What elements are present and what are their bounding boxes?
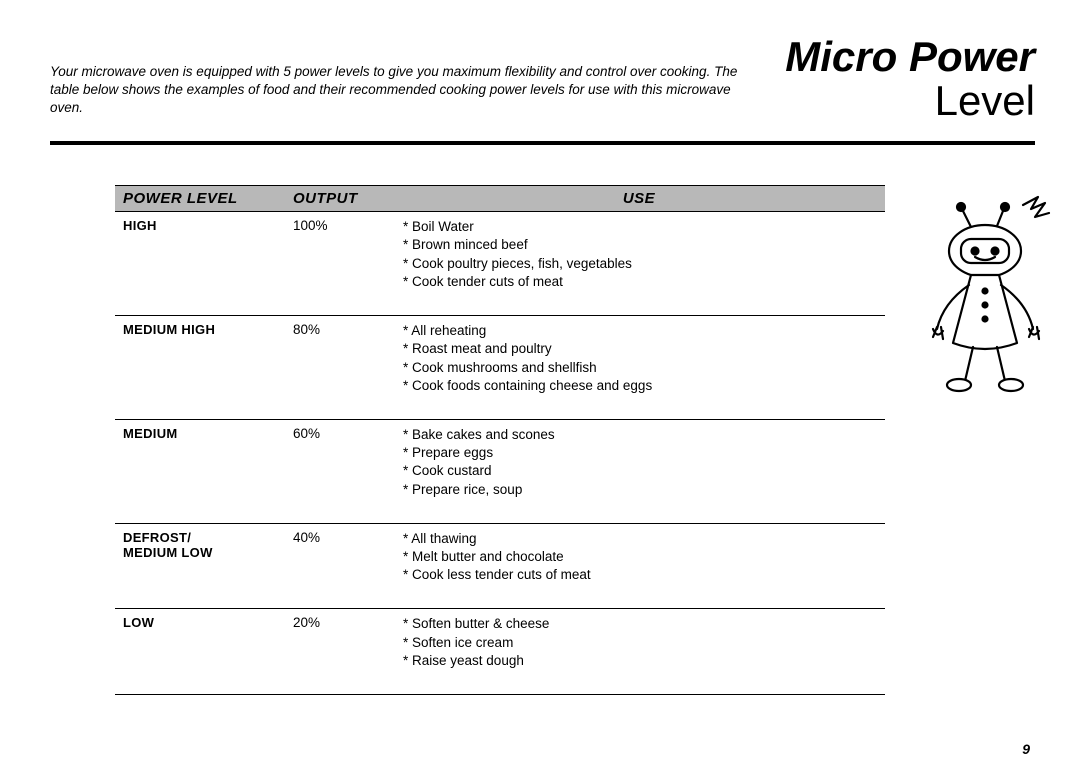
use-item: Melt butter and chocolate xyxy=(403,548,877,566)
use-item: Cook poultry pieces, fish, vegetables xyxy=(403,255,877,273)
table-body: HIGH100%Boil WaterBrown minced beefCook … xyxy=(115,212,885,695)
use-item: Cook tender cuts of meat xyxy=(403,273,877,291)
use-item: Prepare eggs xyxy=(403,444,877,462)
cell-output: 20% xyxy=(285,609,395,695)
col-header-output: OUTPUT xyxy=(285,186,395,212)
cell-power-level: MEDIUM xyxy=(115,419,285,523)
cell-output: 40% xyxy=(285,523,395,609)
cell-use: All thawingMelt butter and chocolateCook… xyxy=(395,523,885,609)
header-divider xyxy=(50,141,1035,145)
use-item: Cook foods containing cheese and eggs xyxy=(403,377,877,395)
table-row: HIGH100%Boil WaterBrown minced beefCook … xyxy=(115,212,885,316)
cell-use: Boil WaterBrown minced beefCook poultry … xyxy=(395,212,885,316)
power-level-name: MEDIUM xyxy=(123,426,277,441)
table-row: DEFROST/ MEDIUM LOW40%All thawingMelt bu… xyxy=(115,523,885,609)
cell-power-level: DEFROST/ MEDIUM LOW xyxy=(115,523,285,609)
use-item: All reheating xyxy=(403,322,877,340)
cell-power-level: MEDIUM HIGH xyxy=(115,316,285,420)
page-title: Micro Power Level xyxy=(785,35,1035,123)
use-item: Boil Water xyxy=(403,218,877,236)
use-item: Bake cakes and scones xyxy=(403,426,877,444)
use-item: Raise yeast dough xyxy=(403,652,877,670)
use-item: Roast meat and poultry xyxy=(403,340,877,358)
use-item: Cook custard xyxy=(403,462,877,480)
content-row: POWER LEVEL OUTPUT USE HIGH100%Boil Wate… xyxy=(50,185,1035,695)
use-item: Prepare rice, soup xyxy=(403,481,877,499)
use-item: Soften ice cream xyxy=(403,634,877,652)
cell-output: 80% xyxy=(285,316,395,420)
table-row: MEDIUM HIGH80%All reheatingRoast meat an… xyxy=(115,316,885,420)
page-number: 9 xyxy=(1022,741,1030,757)
col-header-use: USE xyxy=(395,186,885,212)
col-header-power-level: POWER LEVEL xyxy=(115,186,285,212)
use-item: Soften butter & cheese xyxy=(403,615,877,633)
cell-power-level: LOW xyxy=(115,609,285,695)
use-item: All thawing xyxy=(403,530,877,548)
cell-use: Bake cakes and sconesPrepare eggsCook cu… xyxy=(395,419,885,523)
power-level-table: POWER LEVEL OUTPUT USE HIGH100%Boil Wate… xyxy=(115,185,885,695)
intro-block: Your microwave oven is equipped with 5 p… xyxy=(50,35,760,118)
cell-use: Soften butter & cheeseSoften ice creamRa… xyxy=(395,609,885,695)
power-level-name: LOW xyxy=(123,615,277,630)
use-item: Cook less tender cuts of meat xyxy=(403,566,877,584)
mascot-icon xyxy=(903,185,1063,408)
power-level-name: DEFROST/ MEDIUM LOW xyxy=(123,530,277,560)
table-row: MEDIUM60%Bake cakes and sconesPrepare eg… xyxy=(115,419,885,523)
use-item: Cook mushrooms and shellfish xyxy=(403,359,877,377)
cell-power-level: HIGH xyxy=(115,212,285,316)
power-level-table-wrap: POWER LEVEL OUTPUT USE HIGH100%Boil Wate… xyxy=(115,185,885,695)
table-row: LOW20%Soften butter & cheeseSoften ice c… xyxy=(115,609,885,695)
intro-text: Your microwave oven is equipped with 5 p… xyxy=(50,63,760,118)
cell-output: 100% xyxy=(285,212,395,316)
power-level-name: HIGH xyxy=(123,218,277,233)
title-line2: Level xyxy=(785,79,1035,123)
power-level-name: MEDIUM HIGH xyxy=(123,322,277,337)
header-row: Your microwave oven is equipped with 5 p… xyxy=(50,35,1035,123)
table-header-row: POWER LEVEL OUTPUT USE xyxy=(115,186,885,212)
use-item: Brown minced beef xyxy=(403,236,877,254)
title-line1: Micro Power xyxy=(785,35,1035,79)
cell-output: 60% xyxy=(285,419,395,523)
cell-use: All reheatingRoast meat and poultryCook … xyxy=(395,316,885,420)
